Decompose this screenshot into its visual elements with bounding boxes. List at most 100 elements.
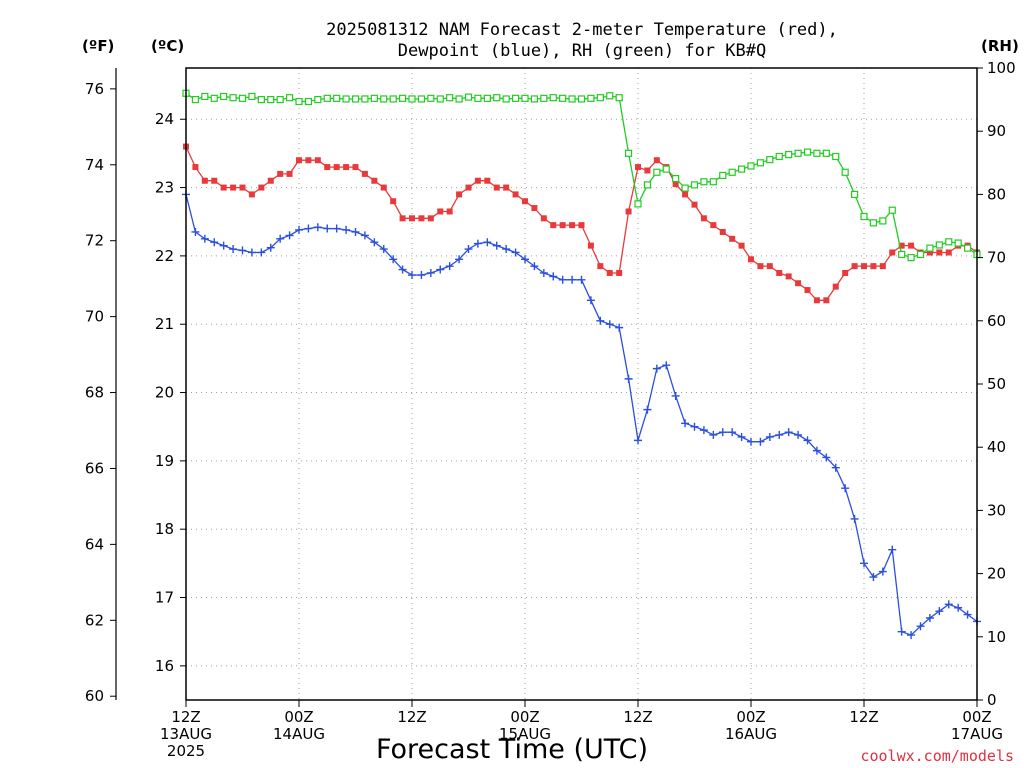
fahrenheit-tick-label: 70: [85, 308, 104, 326]
temp-point: [625, 208, 632, 215]
temp-point: [653, 157, 660, 164]
dewpoint-point: [794, 430, 803, 439]
temp-point: [936, 249, 943, 256]
x-tick-label: 00Z: [962, 708, 991, 726]
dewpoint-point: [681, 419, 690, 428]
chart-title-line-2: Dewpoint (blue), RH (green) for KB#Q: [398, 41, 766, 61]
dewpoint-point: [709, 430, 718, 439]
rh-point: [370, 94, 378, 102]
dewpoint-point: [756, 437, 765, 446]
rh-point: [398, 94, 407, 102]
x-tick-label: 13AUG: [160, 725, 212, 743]
dewpoint-point: [502, 245, 511, 254]
dewpoint-point: [539, 268, 548, 277]
dewpoint-point: [963, 610, 972, 619]
temp-point: [616, 269, 623, 276]
temp-point: [945, 249, 952, 256]
rh-point: [803, 148, 812, 156]
rh-point: [201, 92, 209, 101]
temp-point: [531, 205, 538, 212]
temp-point: [672, 181, 679, 188]
fahrenheit-tick-label: 66: [85, 459, 104, 477]
rh-point: [361, 95, 369, 103]
dewpoint-point: [652, 364, 661, 373]
dewpoint-point: [210, 238, 219, 247]
fahrenheit-tick-label: 68: [85, 384, 104, 402]
rh-point: [879, 217, 887, 225]
rh-point: [719, 171, 727, 180]
dewpoint-line: [185, 194, 978, 636]
rh-point: [502, 95, 510, 103]
dewpoint-point: [718, 428, 727, 437]
x-tick-label: 14AUG: [273, 725, 325, 743]
rh-point: [672, 175, 680, 183]
temp-point: [738, 242, 745, 249]
rh-axis-unit: (RH): [981, 37, 1019, 55]
dewpoint-point: [342, 225, 351, 234]
dewpoint-point: [747, 437, 755, 446]
temp-point: [201, 177, 208, 184]
rh-point: [888, 206, 896, 214]
temp-point: [343, 164, 350, 171]
fahrenheit-tick-label: 72: [85, 232, 104, 250]
temp-point: [239, 184, 246, 191]
temp-point: [748, 256, 754, 263]
rh-point: [775, 152, 783, 161]
dewpoint-point: [897, 627, 906, 636]
dewpoint-point: [323, 224, 332, 233]
dewpoint-point: [916, 622, 925, 631]
rh-point: [587, 94, 595, 102]
temp-point: [230, 184, 237, 191]
rh-point: [926, 244, 934, 252]
temp-point: [569, 222, 576, 229]
dewpoint-point: [615, 323, 624, 332]
rh-point: [624, 149, 633, 157]
rh-point: [822, 149, 830, 157]
rh-point: [248, 92, 256, 101]
rh-point: [191, 95, 200, 104]
rh-point: [869, 219, 878, 227]
dewpoint-point: [304, 224, 313, 233]
temp-point: [606, 269, 613, 276]
rh-tick-label: 80: [987, 185, 1006, 203]
rh-point: [737, 165, 746, 173]
dewpoint-point: [238, 246, 247, 255]
rh-point: [662, 165, 670, 173]
temp-point: [879, 263, 886, 270]
rh-point: [568, 95, 576, 103]
temp-point: [399, 215, 406, 222]
temp-point: [861, 263, 867, 270]
dewpoint-point: [596, 316, 605, 325]
x-tick-label: 12Z: [171, 708, 200, 726]
rh-point: [860, 212, 868, 221]
credit-text: coolwx.com/models: [860, 747, 1014, 765]
temp-point: [795, 280, 802, 287]
x-tick-label: 16AUG: [725, 725, 777, 743]
rh-point: [530, 95, 539, 103]
dewpoint-point: [530, 262, 539, 271]
temp-point: [597, 263, 604, 270]
rh-point: [446, 94, 454, 102]
temp-point: [559, 222, 566, 229]
temp-point: [644, 167, 651, 174]
rh-point: [794, 149, 802, 157]
fahrenheit-tick-label: 62: [85, 611, 104, 629]
temp-point: [851, 263, 858, 270]
rh-point: [756, 159, 765, 167]
temp-point: [258, 184, 265, 191]
celsius-tick-label: 18: [155, 520, 174, 538]
dewpoint-point: [455, 255, 464, 264]
dewpoint-point: [229, 245, 238, 254]
rh-tick-label: 30: [987, 501, 1006, 519]
rh-point: [257, 95, 265, 104]
dewpoint-point: [492, 241, 501, 250]
dewpoint-point: [568, 275, 577, 284]
dewpoint-point: [200, 234, 209, 243]
temp-point: [211, 177, 218, 184]
rh-point: [464, 93, 473, 101]
temp-point: [484, 177, 491, 184]
fahrenheit-tick-label: 64: [85, 535, 104, 553]
dewpoint-point: [850, 514, 859, 523]
temp-point: [305, 157, 312, 164]
x-axis-title: Forecast Time (UTC): [376, 734, 648, 765]
